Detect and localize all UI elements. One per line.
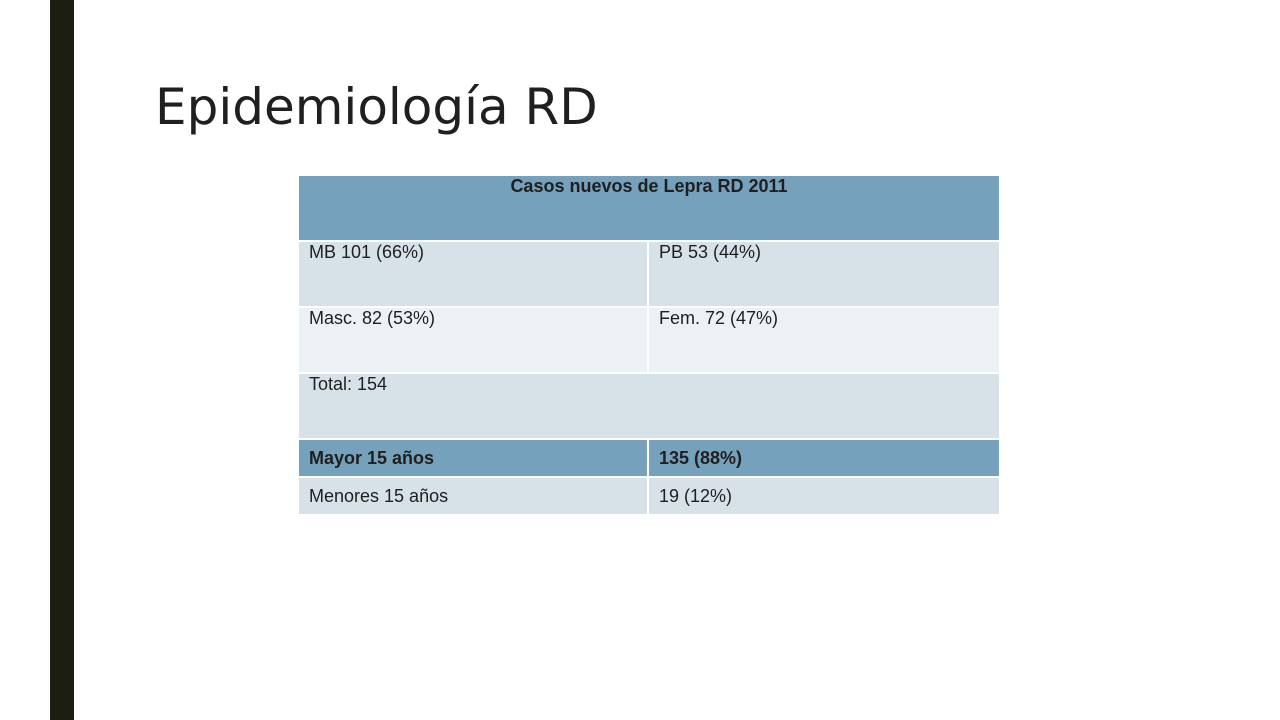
table-cell: Mayor 15 años xyxy=(297,438,649,478)
slide-title: Epidemiología RD xyxy=(155,78,598,136)
table-header: Casos nuevos de Lepra RD 2011 xyxy=(297,174,1001,242)
table-row: Mayor 15 años 135 (88%) xyxy=(297,438,1001,478)
table-cell: 135 (88%) xyxy=(647,438,1001,478)
cases-table: Casos nuevos de Lepra RD 2011 MB 101 (66… xyxy=(297,174,1001,516)
table-header-row: Casos nuevos de Lepra RD 2011 xyxy=(297,174,1001,242)
table-cell: Fem. 72 (47%) xyxy=(647,306,1001,374)
table-cell: Masc. 82 (53%) xyxy=(297,306,649,374)
table-cell: MB 101 (66%) xyxy=(297,240,649,308)
table-row: MB 101 (66%) PB 53 (44%) xyxy=(297,240,1001,308)
table-row: Masc. 82 (53%) Fem. 72 (47%) xyxy=(297,306,1001,374)
slide-accent-bar xyxy=(50,0,74,720)
table-row: Total: 154 xyxy=(297,372,1001,440)
table-row: Menores 15 años 19 (12%) xyxy=(297,476,1001,516)
table-cell: 19 (12%) xyxy=(647,476,1001,516)
table-cell: PB 53 (44%) xyxy=(647,240,1001,308)
table-cell-total: Total: 154 xyxy=(297,372,1001,440)
table-cell: Menores 15 años xyxy=(297,476,649,516)
